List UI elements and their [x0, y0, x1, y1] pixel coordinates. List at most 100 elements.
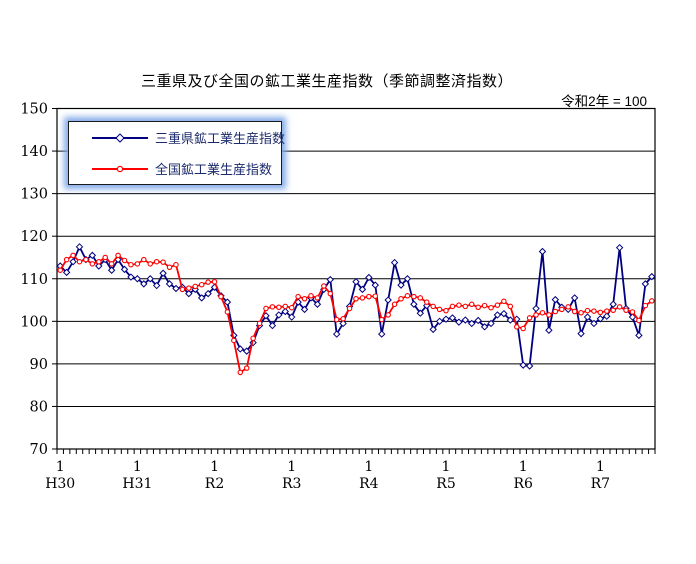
data-point-marker: [231, 337, 237, 344]
data-point-marker: [326, 275, 334, 284]
data-point-marker: [179, 286, 186, 293]
y-tick-label: 80: [30, 399, 48, 415]
data-point-marker: [57, 267, 63, 273]
data-point-marker: [243, 365, 250, 371]
data-point-marker: [514, 324, 520, 330]
data-point-marker: [346, 305, 353, 312]
x-era-label: H31: [122, 476, 152, 492]
data-point-marker: [358, 285, 367, 294]
data-point-marker: [321, 283, 327, 289]
legend-label-mie: 三重県鉱工業生産指数: [155, 131, 286, 146]
data-point-marker: [501, 298, 507, 305]
data-point-marker: [430, 303, 436, 310]
legend-item-mie[interactable]: 三重県鉱工業生産指数: [91, 125, 285, 151]
data-point-marker: [597, 309, 604, 316]
y-tick-label: 140: [20, 144, 48, 160]
data-point-marker: [525, 362, 534, 370]
data-point-marker: [365, 273, 373, 282]
data-point-marker: [372, 293, 379, 299]
data-point-marker: [378, 330, 386, 338]
data-point-marker: [352, 278, 360, 286]
data-point-marker: [604, 308, 610, 314]
data-point-marker: [160, 259, 166, 265]
legend-box[interactable]: 三重県鉱工業生産指数 全国鉱工業生産指数: [68, 121, 285, 185]
data-point-marker: [545, 326, 553, 334]
data-point-marker: [327, 290, 334, 297]
data-point-marker: [359, 295, 366, 301]
data-point-marker: [584, 307, 591, 314]
data-point-marker: [192, 283, 198, 290]
data-point-marker: [141, 256, 147, 263]
data-point-marker: [340, 316, 346, 322]
data-point-marker: [70, 252, 76, 259]
data-point-marker: [570, 294, 579, 302]
data-point-marker: [198, 281, 205, 288]
data-point-marker: [371, 281, 379, 289]
data-point-marker: [526, 315, 533, 321]
data-point-marker: [263, 305, 269, 312]
data-point-marker: [578, 310, 584, 316]
data-point-marker: [551, 295, 560, 304]
data-point-marker: [204, 289, 212, 298]
data-point-marker: [596, 315, 605, 323]
data-point-marker: [384, 296, 392, 304]
x-era-label: R7: [591, 476, 610, 492]
data-point-marker: [313, 300, 322, 308]
data-point-marker: [610, 307, 616, 313]
x-month-label: 1: [442, 459, 451, 475]
chart-title: 三重県及び全国の鉱工業生産指数（季節調整済指数）: [140, 73, 513, 90]
data-point-marker: [128, 261, 134, 268]
x-era-label: H30: [45, 476, 75, 492]
data-point-marker: [507, 303, 514, 310]
data-point-marker: [391, 301, 398, 308]
data-point-marker: [468, 301, 475, 308]
data-point-marker: [609, 300, 617, 308]
data-point-marker: [301, 296, 308, 302]
data-point-marker: [648, 272, 656, 281]
data-point-marker: [308, 293, 314, 299]
data-point-marker: [475, 304, 481, 311]
data-point-marker: [404, 293, 411, 299]
data-point-marker: [366, 293, 372, 300]
data-point-marker: [276, 304, 282, 311]
gridlines: [57, 150, 655, 407]
data-point-marker: [390, 258, 399, 267]
x-month-label: 1: [519, 459, 528, 475]
data-point-marker: [417, 295, 424, 301]
data-point-marker: [300, 305, 309, 314]
data-point-marker: [448, 314, 457, 322]
x-era-label: R4: [359, 476, 379, 492]
data-point-marker: [120, 265, 129, 274]
data-point-marker: [287, 313, 296, 321]
data-point-marker: [455, 318, 463, 326]
data-point-marker: [468, 319, 476, 328]
data-point-marker: [590, 319, 598, 328]
data-point-marker: [519, 361, 527, 369]
data-point-marker: [462, 303, 469, 310]
data-point-marker: [649, 298, 655, 304]
data-point-marker: [410, 300, 418, 308]
data-point-marker: [205, 279, 211, 285]
data-point-marker: [520, 325, 526, 332]
data-point-marker: [559, 306, 565, 313]
x-era-label: R3: [282, 476, 301, 492]
data-point-marker: [147, 261, 153, 267]
data-point-marker: [140, 280, 148, 288]
data-point-marker: [107, 266, 116, 274]
legend-item-zenkoku[interactable]: 全国鉱工業生産指数: [91, 156, 281, 182]
y-tick-label: 90: [30, 357, 48, 373]
data-point-marker: [88, 251, 97, 260]
data-point-marker: [416, 309, 425, 317]
data-point-marker: [533, 312, 539, 318]
data-point-marker: [146, 275, 154, 283]
data-point-marker: [134, 261, 141, 267]
data-point-marker: [488, 304, 494, 311]
x-era-label: R6: [513, 476, 533, 492]
y-tick-label: 130: [20, 187, 48, 203]
data-point-marker: [353, 296, 359, 302]
y-axis: 70 80 90 100 110 120 130 140 150: [20, 102, 57, 458]
data-point-marker: [636, 317, 642, 324]
data-point-marker: [629, 309, 636, 315]
